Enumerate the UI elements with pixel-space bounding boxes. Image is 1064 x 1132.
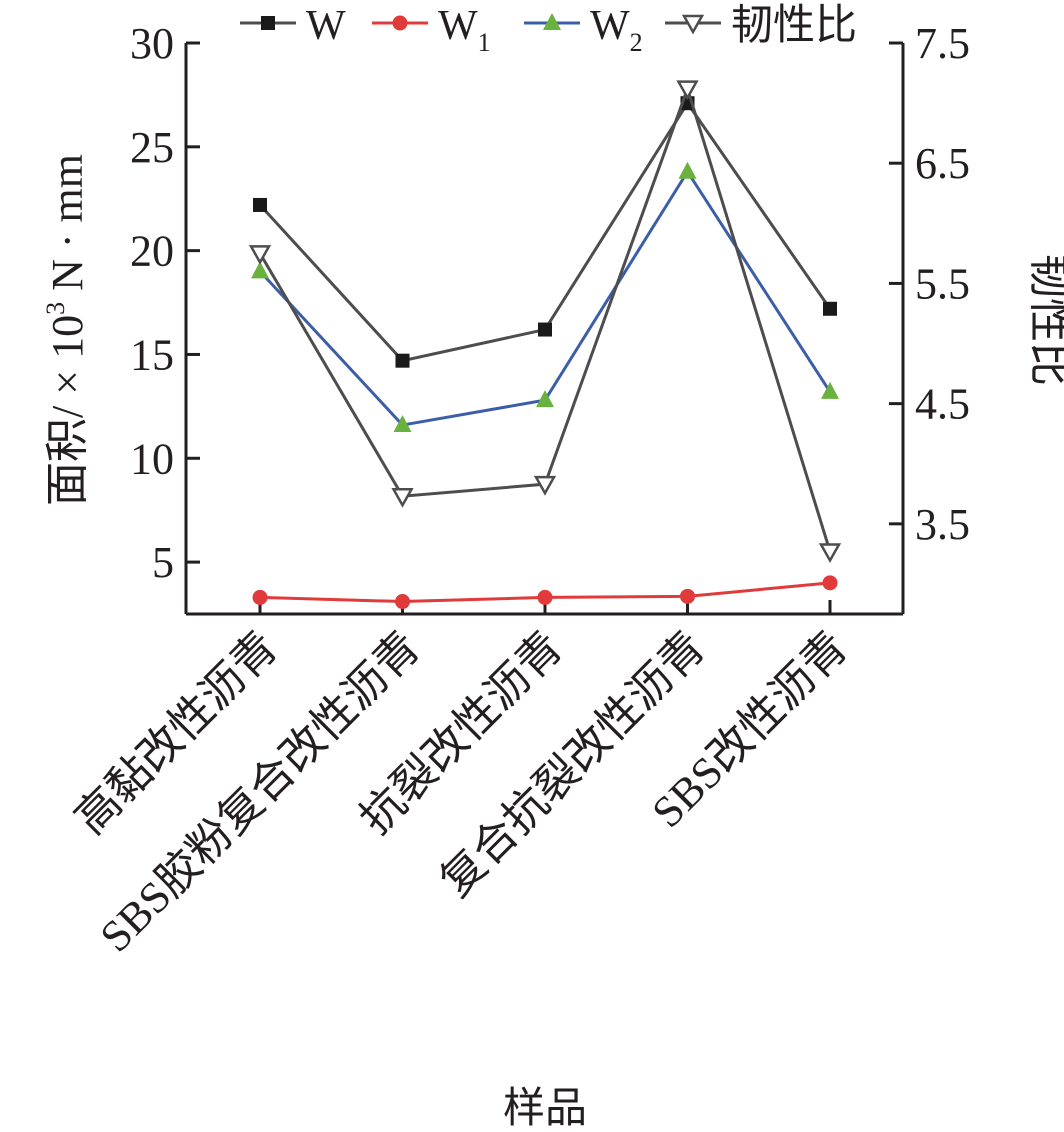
y-axis-left-label: 面积/ × 103 N · mm [41,154,92,506]
y-left-tick-label: 20 [130,227,174,276]
y-left-tick-label: 30 [130,19,174,68]
legend-label: W2 [590,3,643,57]
series-w-line [258,100,832,363]
legend-label-main: 韧性比 [731,3,857,49]
y-left-tick-label: 25 [130,123,174,172]
y-axis-left-label-sup: 3 [41,302,70,315]
legend-marker [681,14,705,35]
series-w1-point [252,589,268,605]
series-toughness-point [533,475,557,496]
y-axis-left-label-rest: N · mm [43,154,92,302]
y-left-tick-label: 5 [152,538,174,587]
legend-label: 韧性比 [731,3,857,49]
series-w1-point [680,588,695,604]
series-toughness-point [676,80,699,101]
legend-label-main: W [306,3,346,49]
y-right-tick-label: 4.5 [915,380,970,429]
series-toughness [248,80,842,564]
legend-item-w2: W2 [524,3,643,57]
y-right-tick-label: 5.5 [915,259,970,308]
series-w2-point [393,415,412,433]
y-right-tick-label: 3.5 [915,500,970,549]
series-toughness-point [818,543,842,564]
y-axis-left-label-main: 面积/ × 10 [43,315,92,506]
legend-label-main: W [438,3,478,49]
legend-label-main: W [590,3,630,49]
series-w-point [823,301,837,316]
legend-marker [261,16,275,30]
series-toughness-point [391,487,414,508]
y-right-tick-label: 6.5 [915,139,970,188]
series-w2-point [821,381,839,399]
series-w1-point [822,575,838,591]
legend-item-toughness: 韧性比 [665,3,857,49]
left-axis: 5 10 15 20 25 30 [130,19,200,587]
series-toughness-point [248,245,272,265]
series-w1-point [395,594,410,610]
legend-item-w1: W1 [372,3,491,57]
y-axis-right-label: 韧性比 [1025,254,1064,386]
series-w1-point [537,589,553,605]
legend-marker [392,15,408,31]
x-axis-label: 样品 [503,1086,587,1132]
series-w2-point [678,161,697,179]
legend-item-w: W [240,3,346,49]
series-w2-point [536,390,554,408]
x-tick-label: 复合抗裂改性沥青 [431,622,715,906]
series-w-point [538,322,552,337]
series-layer [248,80,842,610]
legend-marker [543,13,561,30]
series-w-point [253,197,267,212]
series-w2-point [251,261,269,279]
y-left-tick-label: 15 [130,330,174,379]
legend-label: W1 [438,3,491,57]
y-right-tick-label: 7.5 [915,19,970,68]
y-left-tick-label: 10 [130,434,174,483]
legend-label-sub: 1 [478,28,491,57]
legend: W W1 W2 韧性比 [240,3,857,57]
series-w1 [252,575,838,610]
series-w [253,96,837,368]
right-axis: 3.5 4.5 5.5 6.5 7.5 [889,19,970,549]
series-w-point [395,353,410,368]
legend-label: W [306,3,346,49]
legend-label-sub: 2 [630,28,643,57]
